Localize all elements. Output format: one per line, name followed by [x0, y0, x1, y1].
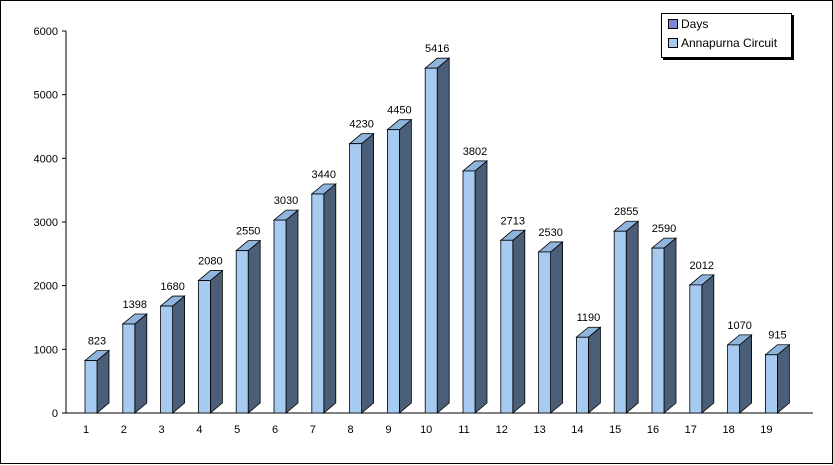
bar-side-face	[625, 220, 639, 414]
x-tick-label: 4	[196, 424, 202, 436]
bar	[424, 67, 438, 414]
data-label: 4230	[349, 119, 373, 131]
bar-side-face	[436, 57, 450, 414]
bar	[538, 251, 551, 414]
x-tick-label: 15	[609, 424, 621, 436]
y-tick-label: 3000	[34, 217, 58, 229]
legend-item-days: Days	[668, 17, 708, 31]
data-label: 1398	[123, 299, 147, 311]
x-tick-label: 6	[272, 424, 278, 436]
bar	[273, 219, 287, 414]
data-label: 3030	[274, 195, 298, 207]
bar-side-face	[172, 295, 186, 414]
data-label: 2713	[501, 215, 525, 227]
bar-side-face	[209, 269, 223, 414]
x-tick-label: 1	[83, 424, 89, 436]
bar-side-face	[777, 343, 790, 414]
bar	[462, 170, 476, 414]
bar	[311, 193, 325, 414]
bar	[235, 250, 249, 414]
x-tick-label: 3	[159, 424, 165, 436]
y-tick-label: 4000	[34, 153, 58, 165]
x-tick-label: 14	[571, 424, 583, 436]
x-tick-label: 12	[496, 424, 508, 436]
data-label: 2550	[236, 226, 260, 238]
data-label: 823	[88, 336, 106, 348]
data-label: 2590	[652, 223, 676, 235]
x-tick-label: 18	[722, 424, 734, 436]
legend-label-days: Days	[681, 17, 709, 31]
legend-swatch-days	[668, 19, 678, 29]
bar-side-face	[588, 326, 601, 414]
bar	[84, 360, 98, 414]
bar	[689, 284, 703, 414]
data-label: 2855	[614, 206, 638, 218]
x-tick-label: 16	[647, 424, 659, 436]
bar-side-face	[739, 334, 752, 414]
data-label: 4450	[387, 105, 411, 117]
bar-side-face	[663, 237, 677, 414]
x-tick-label: 8	[348, 424, 354, 436]
bar-side-face	[96, 349, 110, 414]
data-label: 5416	[425, 43, 449, 55]
data-label: 915	[768, 330, 786, 342]
bar-side-face	[701, 274, 715, 414]
bar-side-face	[285, 209, 299, 414]
bar	[386, 129, 400, 414]
bar	[349, 143, 363, 414]
bar	[576, 336, 589, 414]
data-label: 2080	[198, 256, 222, 268]
bar-side-face	[550, 241, 563, 414]
x-tick-label: 13	[533, 424, 545, 436]
data-label: 3802	[463, 146, 487, 158]
bar	[613, 230, 627, 414]
data-label: 3440	[312, 169, 336, 181]
legend-item-annapurna-circuit: Annapurna Circuit	[668, 36, 777, 50]
x-tick-label: 17	[685, 424, 697, 436]
bar	[500, 239, 514, 414]
bar	[160, 305, 174, 414]
bar	[651, 247, 665, 414]
data-label: 1070	[727, 320, 751, 332]
bar-side-face	[323, 183, 337, 414]
bar	[122, 323, 136, 414]
y-tick-label: 6000	[34, 26, 58, 38]
bar-side-face	[361, 132, 375, 414]
data-label: 1190	[577, 312, 601, 324]
bar	[197, 280, 211, 414]
x-tick-label: 9	[385, 424, 391, 436]
bar-side-face	[474, 160, 488, 414]
bar	[727, 344, 740, 414]
bar-side-face	[247, 239, 261, 414]
bar-side-face	[398, 118, 412, 414]
y-tick-label: 0	[52, 408, 58, 420]
x-tick-label: 2	[121, 424, 127, 436]
x-tick-label: 11	[458, 424, 469, 436]
x-tick-label: 7	[310, 424, 316, 436]
chart-legend: Days Annapurna Circuit	[661, 13, 792, 58]
data-label: 2530	[538, 227, 562, 239]
x-tick-label: 10	[420, 424, 432, 436]
x-tick-label: 5	[234, 424, 240, 436]
bar	[765, 354, 778, 414]
data-label: 2012	[690, 260, 714, 272]
x-tick-label: 19	[760, 424, 772, 436]
y-tick-label: 5000	[34, 90, 58, 102]
data-label: 1680	[160, 281, 184, 293]
bar-side-face	[512, 229, 526, 414]
y-tick-label: 1000	[34, 344, 58, 356]
legend-swatch-annapurna-circuit	[668, 38, 678, 48]
legend-label-annapurna-circuit: Annapurna Circuit	[681, 36, 778, 50]
y-tick-label: 2000	[34, 281, 58, 293]
bar-side-face	[134, 313, 148, 414]
